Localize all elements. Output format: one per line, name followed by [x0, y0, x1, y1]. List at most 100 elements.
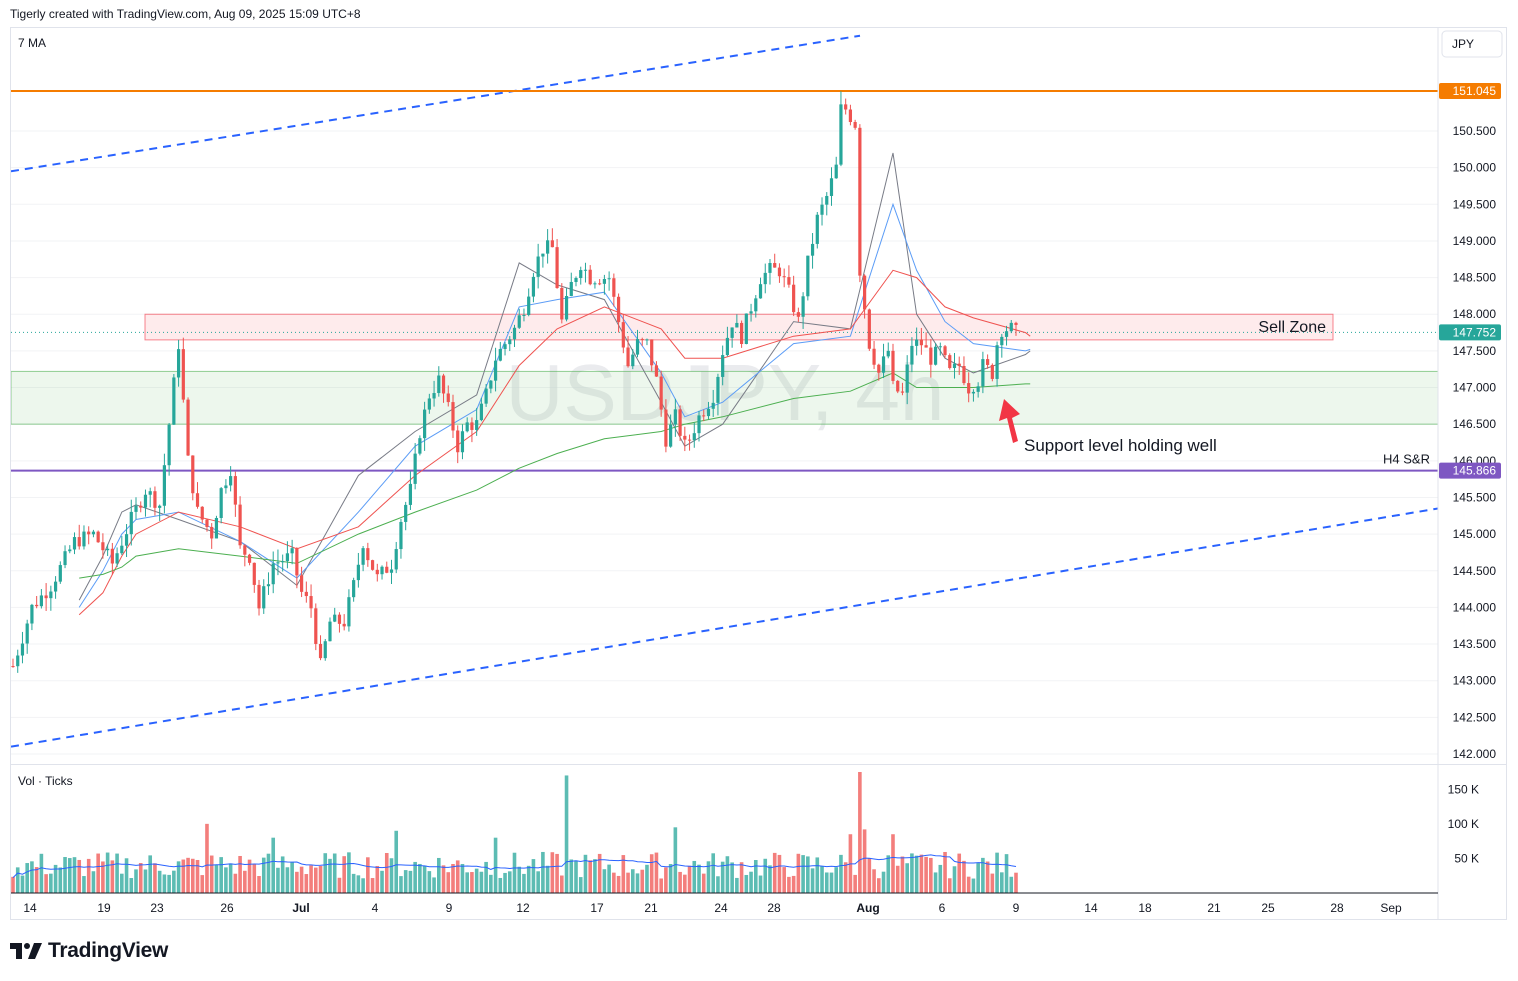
- volume-bar: [697, 864, 701, 893]
- candle-body: [58, 565, 62, 582]
- volume-bar: [924, 856, 928, 893]
- volume-bar: [243, 870, 247, 893]
- candle-body: [815, 214, 819, 244]
- volume-bar: [332, 853, 337, 893]
- candle-body: [1000, 336, 1004, 346]
- candle-body: [896, 380, 900, 392]
- price-tick-label: 148.000: [1453, 307, 1497, 321]
- volume-bar: [593, 859, 597, 893]
- price-tag-box: [1439, 462, 1501, 479]
- candle-body: [314, 608, 318, 644]
- volume-bar: [526, 865, 531, 893]
- candle-body: [716, 376, 720, 403]
- volume-bar: [900, 856, 905, 893]
- volume-bar: [129, 878, 134, 893]
- candle-body: [976, 386, 980, 392]
- volume-bar: [53, 864, 58, 893]
- candle-body: [512, 327, 517, 340]
- time-tick-label: 25: [1261, 901, 1275, 915]
- candle-body: [1004, 331, 1009, 337]
- candle-body: [465, 422, 469, 432]
- volume-bar: [134, 869, 138, 893]
- candle-body: [162, 465, 166, 506]
- volume-bar: [630, 869, 635, 893]
- volume-bar: [280, 856, 285, 893]
- candle-body: [569, 281, 573, 297]
- candle-body: [191, 455, 195, 494]
- candle-body: [139, 505, 143, 508]
- candle-body: [872, 348, 876, 365]
- price-tick-label: 143.000: [1453, 674, 1497, 688]
- volume-bar: [706, 861, 711, 893]
- candle-body: [16, 655, 20, 667]
- volume-bar: [763, 858, 768, 893]
- candle-body: [328, 621, 332, 642]
- volume-bar: [550, 852, 555, 893]
- candle-body: [796, 312, 800, 317]
- candle-body: [626, 347, 630, 367]
- candle-body: [683, 435, 687, 440]
- volume-bar: [957, 853, 962, 893]
- candle-body: [777, 267, 782, 277]
- volume-bar: [607, 864, 611, 893]
- volume-bar: [323, 853, 328, 893]
- candle-body: [607, 278, 611, 280]
- hsr-label: H4 S&R: [1383, 452, 1430, 467]
- volume-bar: [929, 857, 933, 893]
- candle-body: [167, 424, 171, 466]
- volume-bar: [815, 857, 820, 893]
- volume-bar: [285, 867, 290, 893]
- volume-bar: [664, 867, 668, 893]
- volume-bar: [749, 871, 753, 893]
- currency-box: [1441, 30, 1503, 58]
- candle-body: [792, 284, 796, 313]
- candle-body: [730, 327, 734, 338]
- volume-bar: [701, 873, 706, 893]
- volume-bar: [172, 870, 176, 893]
- candle-body: [1014, 322, 1018, 325]
- volume-bar: [30, 861, 34, 893]
- price-tag-box: [1439, 324, 1501, 341]
- volume-bar: [474, 868, 479, 893]
- volume-bar: [124, 858, 129, 893]
- candle-body: [106, 548, 110, 551]
- time-tick-label: 26: [220, 901, 234, 915]
- volume-bar: [138, 863, 143, 893]
- tradingview-logo[interactable]: TradingView: [10, 939, 168, 963]
- volume-bar: [479, 871, 484, 893]
- candle-body: [801, 296, 805, 317]
- candle-body: [257, 584, 261, 609]
- volume-bar: [105, 852, 110, 893]
- candle-body: [938, 346, 942, 348]
- volume-bar: [962, 860, 966, 893]
- volume-bar: [1009, 876, 1014, 893]
- volume-bar: [739, 862, 744, 893]
- volume-bar: [796, 853, 801, 893]
- volume-bar: [772, 852, 777, 893]
- candle-body: [546, 240, 550, 254]
- candle-body: [560, 287, 564, 320]
- volume-bar: [843, 862, 848, 893]
- candle-body: [881, 356, 886, 373]
- candle-body: [176, 349, 181, 378]
- candle-body: [158, 505, 162, 508]
- candle-body: [986, 359, 990, 365]
- time-tick-label: 14: [1084, 901, 1098, 915]
- chart-header: Tigerly created with TradingView.com, Au…: [10, 7, 361, 21]
- candle-body: [825, 195, 829, 205]
- volume-bar: [120, 873, 124, 893]
- volume-bar: [895, 865, 900, 893]
- time-tick-label: 18: [1138, 901, 1152, 915]
- candle-body: [763, 272, 767, 285]
- volume-label: Vol · Ticks: [18, 774, 73, 788]
- candle-body: [299, 575, 304, 592]
- candle-body: [153, 491, 157, 508]
- candle-body: [361, 548, 365, 565]
- volume-bar: [560, 875, 564, 893]
- candle-body: [404, 504, 408, 522]
- volume-bar: [758, 875, 763, 893]
- candle-body: [697, 415, 701, 434]
- channel-upper-line: [11, 34, 861, 173]
- volume-bar: [692, 860, 697, 893]
